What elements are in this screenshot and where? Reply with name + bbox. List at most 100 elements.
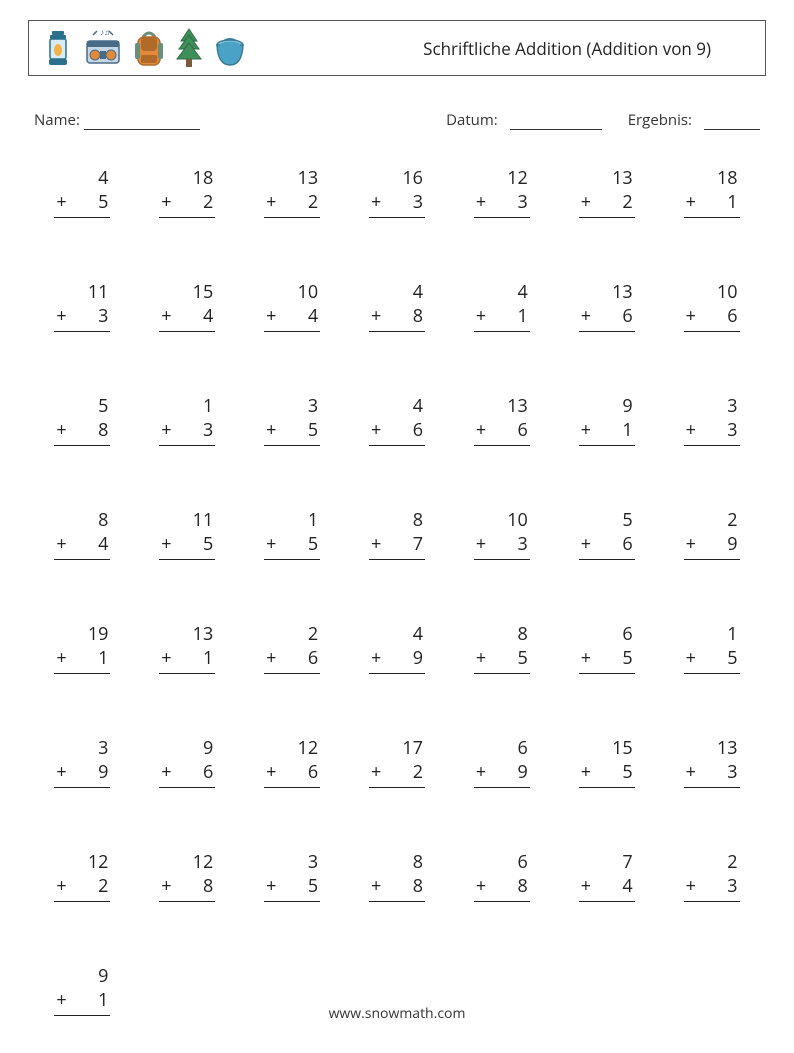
- answer-blank[interactable]: [54, 446, 110, 464]
- answer-blank[interactable]: [684, 788, 740, 806]
- addend-bottom-row: + 1: [684, 190, 740, 218]
- answer-blank[interactable]: [579, 674, 635, 692]
- answer-blank[interactable]: [264, 560, 320, 578]
- answer-blank[interactable]: [54, 788, 110, 806]
- addend-top: 17: [369, 736, 425, 760]
- answer-blank[interactable]: [369, 218, 425, 236]
- answer-blank[interactable]: [474, 674, 530, 692]
- answer-blank[interactable]: [264, 218, 320, 236]
- addition-problem: 13+ 2: [579, 166, 635, 236]
- answer-blank[interactable]: [474, 788, 530, 806]
- problems-grid: 4+518+ 213+ 216+ 312+ 313+ 218+ 111+ 315…: [28, 166, 766, 1034]
- answer-blank[interactable]: [369, 446, 425, 464]
- plus-sign: +: [476, 532, 486, 556]
- answer-blank[interactable]: [264, 788, 320, 806]
- answer-blank[interactable]: [579, 902, 635, 920]
- answer-blank[interactable]: [684, 218, 740, 236]
- addend-bottom: 3: [203, 418, 213, 442]
- addend-bottom-row: +9: [474, 760, 530, 788]
- addend-top: 4: [369, 622, 425, 646]
- addend-top: 4: [369, 280, 425, 304]
- answer-blank[interactable]: [264, 332, 320, 350]
- answer-blank[interactable]: [369, 674, 425, 692]
- answer-blank[interactable]: [684, 674, 740, 692]
- plus-sign: +: [161, 874, 171, 898]
- addend-top: 7: [579, 850, 635, 874]
- addend-bottom-row: +9: [54, 760, 110, 788]
- answer-blank[interactable]: [579, 332, 635, 350]
- answer-blank[interactable]: [474, 902, 530, 920]
- answer-blank[interactable]: [54, 674, 110, 692]
- addend-bottom: 5: [622, 646, 632, 670]
- addend-bottom-row: +1: [474, 304, 530, 332]
- addend-bottom-row: +5: [264, 874, 320, 902]
- addend-top: 2: [684, 850, 740, 874]
- addition-problem: 1+5: [264, 508, 320, 578]
- answer-blank[interactable]: [369, 902, 425, 920]
- answer-blank[interactable]: [684, 446, 740, 464]
- answer-blank[interactable]: [579, 560, 635, 578]
- addition-problem: 13+ 2: [264, 166, 320, 236]
- plus-sign: +: [371, 418, 381, 442]
- answer-blank[interactable]: [54, 218, 110, 236]
- answer-blank[interactable]: [159, 902, 215, 920]
- addend-bottom-row: +6: [159, 760, 215, 788]
- answer-blank[interactable]: [264, 674, 320, 692]
- addend-top: 1: [264, 508, 320, 532]
- answer-blank[interactable]: [369, 560, 425, 578]
- addition-problem: 8+5: [474, 622, 530, 692]
- addition-problem: 11+ 5: [159, 508, 215, 578]
- plus-sign: +: [266, 532, 276, 556]
- answer-blank[interactable]: [159, 446, 215, 464]
- addend-top: 12: [54, 850, 110, 874]
- addition-problem: 12+ 8: [159, 850, 215, 920]
- addend-bottom-row: +8: [54, 418, 110, 446]
- answer-blank[interactable]: [264, 902, 320, 920]
- date-label: Datum:: [446, 110, 498, 130]
- addition-problem: 4+8: [369, 280, 425, 350]
- answer-blank[interactable]: [159, 788, 215, 806]
- addend-bottom: 3: [413, 190, 423, 214]
- addend-top: 10: [474, 508, 530, 532]
- answer-blank[interactable]: [369, 332, 425, 350]
- plus-sign: +: [266, 874, 276, 898]
- answer-blank[interactable]: [369, 788, 425, 806]
- answer-blank[interactable]: [159, 332, 215, 350]
- answer-blank[interactable]: [684, 560, 740, 578]
- addition-problem: 3+3: [684, 394, 740, 464]
- addition-problem: 10+ 4: [264, 280, 320, 350]
- addend-bottom-row: +5: [579, 646, 635, 674]
- score-blank[interactable]: [704, 114, 760, 130]
- answer-blank[interactable]: [159, 674, 215, 692]
- answer-blank[interactable]: [579, 218, 635, 236]
- answer-blank[interactable]: [684, 902, 740, 920]
- addition-problem: 1+3: [159, 394, 215, 464]
- name-blank[interactable]: [84, 114, 200, 130]
- answer-blank[interactable]: [579, 446, 635, 464]
- addition-problem: 6+8: [474, 850, 530, 920]
- answer-blank[interactable]: [159, 560, 215, 578]
- answer-blank[interactable]: [474, 332, 530, 350]
- addend-bottom: 2: [203, 190, 213, 214]
- answer-blank[interactable]: [264, 446, 320, 464]
- plus-sign: +: [476, 874, 486, 898]
- addend-bottom: 2: [308, 190, 318, 214]
- answer-blank[interactable]: [54, 332, 110, 350]
- answer-blank[interactable]: [159, 218, 215, 236]
- answer-blank[interactable]: [474, 218, 530, 236]
- answer-blank[interactable]: [54, 560, 110, 578]
- addend-bottom: 3: [98, 304, 108, 328]
- addend-bottom-row: +5: [474, 646, 530, 674]
- answer-blank[interactable]: [474, 446, 530, 464]
- answer-blank[interactable]: [54, 902, 110, 920]
- addend-top: 16: [369, 166, 425, 190]
- answer-blank[interactable]: [474, 560, 530, 578]
- plus-sign: +: [581, 874, 591, 898]
- addition-problem: 7+4: [579, 850, 635, 920]
- answer-blank[interactable]: [684, 332, 740, 350]
- date-blank[interactable]: [510, 114, 602, 130]
- addend-bottom: 1: [622, 418, 632, 442]
- addend-bottom: 3: [727, 874, 737, 898]
- answer-blank[interactable]: [579, 788, 635, 806]
- addend-bottom-row: +8: [474, 874, 530, 902]
